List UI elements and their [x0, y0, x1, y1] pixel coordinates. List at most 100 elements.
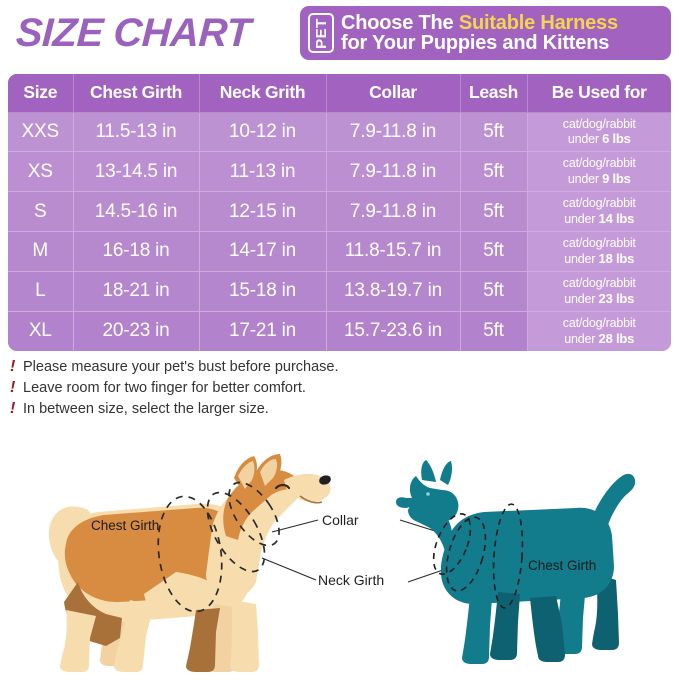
table-row: XL 20-23 in 17-21 in 15.7-23.6 in 5ft ca…	[8, 311, 671, 351]
measurement-illustration: Chest Girth Collar Neck Girth	[0, 432, 679, 682]
note-item: ! In between size, select the larger siz…	[8, 400, 528, 421]
note-item: ! Please measure your pet's bust before …	[8, 358, 528, 379]
dog-nose	[319, 475, 331, 485]
size-table-container: Size Chest Girth Neck Grith Collar Leash…	[8, 74, 671, 351]
dog-mouth	[299, 495, 323, 504]
use-animals: cat/dog/rabbit	[562, 196, 636, 211]
cell-leash: 5ft	[460, 311, 528, 351]
note-text: Please measure your pet's bust before pu…	[23, 359, 339, 375]
col-header-be-used-for: Be Used for	[527, 74, 671, 113]
cell-chest: 13-14.5 in	[73, 151, 200, 193]
pet-badge-icon: PET	[308, 13, 334, 53]
table-row: S 14.5-16 in 12-15 in 7.9-11.8 in 5ft ca…	[8, 191, 671, 232]
dog-belly	[144, 572, 224, 618]
cell-neck: 15-18 in	[199, 271, 327, 312]
banner-text: Choose The Suitable Harness for Your Pup…	[341, 11, 618, 54]
dog-ear-near-inner	[260, 459, 277, 486]
cat-chest-girth-guide	[492, 503, 524, 609]
page-title: SIZE CHART	[14, 10, 252, 55]
col-header-size: Size	[8, 74, 74, 113]
note-item: ! Leave room for two finger for better c…	[8, 379, 528, 400]
use-animals: cat/dog/rabbit	[562, 236, 636, 251]
promo-banner: PET Choose The Suitable Harness for Your…	[300, 6, 671, 60]
header: SIZE CHART PET Choose The Suitable Harne…	[0, 0, 679, 66]
banner-line-1-highlight: Suitable Harness	[458, 11, 618, 34]
cell-be-used-for: cat/dog/rabbit under 23 lbs	[527, 271, 671, 312]
cell-chest: 14.5-16 in	[73, 191, 200, 232]
use-weight: 28 lbs	[598, 330, 635, 346]
dog-muzzle	[284, 473, 331, 502]
use-weight: 23 lbs	[598, 290, 635, 306]
cell-be-used-for: cat/dog/rabbit under 28 lbs	[527, 311, 671, 351]
table-row: XXS 11.5-13 in 10-12 in 7.9-11.8 in 5ft …	[8, 112, 671, 153]
use-under: under	[567, 172, 603, 187]
use-animals: cat/dog/rabbit	[562, 116, 636, 131]
cell-collar: 7.9-11.8 in	[326, 112, 461, 153]
cat-front-leg-far	[490, 592, 520, 660]
cat-front-leg-near	[462, 596, 492, 664]
cell-leash: 5ft	[460, 191, 528, 232]
cell-leash: 5ft	[460, 231, 528, 272]
use-animals: cat/dog/rabbit	[562, 316, 636, 331]
col-header-chest-girth: Chest Girth	[73, 74, 200, 113]
cell-chest: 20-23 in	[73, 311, 200, 351]
warning-icon: !	[10, 400, 16, 417]
cell-be-used-for: cat/dog/rabbit under 9 lbs	[527, 151, 671, 193]
notes-list: ! Please measure your pet's bust before …	[8, 358, 528, 421]
leader-dog-collar	[271, 519, 319, 533]
neck-girth-label: Neck Girth	[318, 572, 384, 588]
use-under: under	[564, 331, 599, 346]
cat-illustration: Chest Girth	[396, 460, 636, 664]
cell-size: XXS	[8, 112, 74, 153]
use-under: under	[564, 291, 599, 306]
cat-eye	[426, 492, 430, 496]
table-row: L 18-21 in 15-18 in 13.8-19.7 in 5ft cat…	[8, 271, 671, 312]
cell-be-used-for: cat/dog/rabbit under 14 lbs	[527, 191, 671, 232]
cell-size: XS	[8, 151, 74, 193]
cell-chest: 16-18 in	[73, 231, 200, 272]
cat-ear-far	[421, 460, 436, 482]
cat-body	[440, 507, 614, 605]
leader-dog-neck	[261, 557, 317, 581]
cat-neck-girth-guide	[445, 516, 487, 592]
cell-be-used-for: cat/dog/rabbit under 18 lbs	[527, 231, 671, 272]
banner-line-1: Choose The Suitable Harness	[341, 11, 618, 34]
cell-leash: 5ft	[460, 151, 528, 193]
cell-neck: 11-13 in	[199, 151, 327, 193]
collar-label: Collar	[322, 512, 359, 528]
cat-ear-near	[440, 461, 452, 485]
note-text: In between size, select the larger size.	[23, 401, 269, 417]
dog-collar-guide	[228, 481, 280, 547]
warning-icon: !	[10, 379, 16, 396]
use-under: under	[564, 212, 599, 227]
cat-muzzle	[396, 497, 414, 508]
use-weight: 9 lbs	[602, 171, 631, 187]
use-weight: 14 lbs	[598, 211, 635, 227]
banner-line-2: for Your Puppies and Kittens	[341, 32, 610, 54]
table-body: XXS 11.5-13 in 10-12 in 7.9-11.8 in 5ft …	[8, 112, 671, 351]
dog-chest-girth-label: Chest Girth	[91, 518, 159, 533]
use-animals: cat/dog/rabbit	[562, 275, 636, 290]
cell-size: S	[8, 191, 74, 232]
note-text: Leave room for two finger for better com…	[23, 380, 306, 396]
banner-line-1-pre: Choose The	[341, 11, 459, 34]
cell-chest: 18-21 in	[73, 271, 200, 312]
pet-badge-label: PET	[312, 17, 330, 49]
use-animals: cat/dog/rabbit	[562, 156, 636, 171]
dog-ear-far-inner	[238, 461, 255, 489]
col-header-neck-grith: Neck Grith	[199, 74, 327, 113]
dog-front-leg-shadow	[186, 608, 220, 672]
table-row: XS 13-14.5 in 11-13 in 7.9-11.8 in 5ft c…	[8, 151, 671, 193]
dog-illustration: Chest Girth	[48, 454, 331, 672]
use-weight: 6 lbs	[602, 131, 631, 147]
cell-size: L	[8, 271, 74, 312]
col-header-leash: Leash	[460, 74, 528, 113]
cell-neck: 17-21 in	[199, 311, 327, 351]
cell-collar: 7.9-11.8 in	[326, 151, 461, 193]
dog-rear-leg	[60, 610, 96, 672]
dog-front-leg-near	[230, 600, 259, 672]
use-weight: 18 lbs	[598, 250, 635, 266]
cell-neck: 10-12 in	[199, 112, 327, 153]
dog-neck-girth-guide	[206, 491, 266, 573]
cat-chest-girth-label: Chest Girth	[528, 558, 596, 573]
